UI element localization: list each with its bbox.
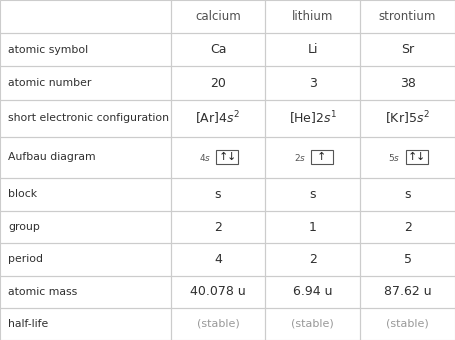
Text: ↑: ↑ bbox=[317, 152, 327, 162]
Text: atomic mass: atomic mass bbox=[8, 287, 77, 296]
Bar bbox=[0, 308, 171, 340]
Text: 3: 3 bbox=[309, 76, 317, 89]
Text: $\mathrm{5}\mathit{s}$: $\mathrm{5}\mathit{s}$ bbox=[389, 152, 401, 163]
Bar bbox=[0, 100, 171, 137]
Text: 87.62 u: 87.62 u bbox=[384, 285, 431, 298]
Text: calcium: calcium bbox=[195, 10, 241, 23]
Text: $\mathrm{4}\mathit{s}$: $\mathrm{4}\mathit{s}$ bbox=[199, 152, 211, 163]
Bar bbox=[171, 0, 265, 33]
Bar bbox=[360, 0, 455, 33]
Text: strontium: strontium bbox=[379, 10, 436, 23]
Bar bbox=[216, 150, 238, 164]
Text: ↑: ↑ bbox=[218, 152, 228, 162]
Text: (stable): (stable) bbox=[197, 319, 239, 329]
Text: 38: 38 bbox=[399, 76, 415, 89]
Text: $\mathrm{[He]2}\mathit{s}^{1}$: $\mathrm{[He]2}\mathit{s}^{1}$ bbox=[288, 109, 337, 127]
Bar bbox=[405, 150, 428, 164]
Text: s: s bbox=[404, 188, 411, 201]
Bar bbox=[360, 178, 455, 211]
Text: atomic number: atomic number bbox=[8, 78, 91, 88]
Bar bbox=[311, 150, 333, 164]
Bar bbox=[265, 137, 360, 178]
Bar bbox=[265, 33, 360, 66]
Text: s: s bbox=[215, 188, 221, 201]
Bar bbox=[360, 308, 455, 340]
Bar bbox=[171, 100, 265, 137]
Bar bbox=[0, 33, 171, 66]
Text: 2: 2 bbox=[404, 221, 411, 234]
Bar bbox=[360, 243, 455, 275]
Bar bbox=[0, 178, 171, 211]
Bar bbox=[0, 0, 171, 33]
Bar bbox=[360, 66, 455, 100]
Text: Aufbau diagram: Aufbau diagram bbox=[8, 152, 96, 162]
Text: (stable): (stable) bbox=[386, 319, 429, 329]
Bar bbox=[360, 100, 455, 137]
Text: short electronic configuration: short electronic configuration bbox=[8, 113, 169, 123]
Text: 1: 1 bbox=[309, 221, 317, 234]
Text: 2: 2 bbox=[214, 221, 222, 234]
Text: 5: 5 bbox=[404, 253, 412, 266]
Bar bbox=[360, 137, 455, 178]
Text: half-life: half-life bbox=[8, 319, 48, 329]
Bar bbox=[0, 243, 171, 275]
Text: 6.94 u: 6.94 u bbox=[293, 285, 333, 298]
Bar bbox=[171, 243, 265, 275]
Text: 4: 4 bbox=[214, 253, 222, 266]
Text: (stable): (stable) bbox=[292, 319, 334, 329]
Bar bbox=[360, 211, 455, 243]
Bar bbox=[171, 66, 265, 100]
Bar bbox=[265, 308, 360, 340]
Bar bbox=[265, 0, 360, 33]
Bar bbox=[0, 211, 171, 243]
Text: 2: 2 bbox=[309, 253, 317, 266]
Bar bbox=[171, 275, 265, 308]
Bar bbox=[360, 275, 455, 308]
Text: 20: 20 bbox=[210, 76, 226, 89]
Text: $\mathrm{[Kr]5}\mathit{s}^{2}$: $\mathrm{[Kr]5}\mathit{s}^{2}$ bbox=[385, 109, 430, 127]
Text: 40.078 u: 40.078 u bbox=[190, 285, 246, 298]
Text: period: period bbox=[8, 254, 43, 265]
Text: s: s bbox=[309, 188, 316, 201]
Text: $\mathrm{[Ar]4}\mathit{s}^{2}$: $\mathrm{[Ar]4}\mathit{s}^{2}$ bbox=[196, 109, 241, 127]
Text: Sr: Sr bbox=[401, 43, 414, 56]
Bar bbox=[0, 137, 171, 178]
Bar bbox=[360, 33, 455, 66]
Bar bbox=[171, 178, 265, 211]
Bar bbox=[171, 211, 265, 243]
Text: block: block bbox=[8, 189, 37, 200]
Bar bbox=[265, 178, 360, 211]
Bar bbox=[265, 243, 360, 275]
Text: $\mathrm{2}\mathit{s}$: $\mathrm{2}\mathit{s}$ bbox=[293, 152, 306, 163]
Bar bbox=[171, 308, 265, 340]
Bar bbox=[265, 275, 360, 308]
Bar bbox=[265, 66, 360, 100]
Bar bbox=[0, 66, 171, 100]
Bar bbox=[171, 33, 265, 66]
Text: Li: Li bbox=[308, 43, 318, 56]
Bar bbox=[0, 275, 171, 308]
Text: ↑: ↑ bbox=[408, 152, 417, 162]
Text: ↓: ↓ bbox=[416, 152, 425, 162]
Text: atomic symbol: atomic symbol bbox=[8, 45, 88, 55]
Text: ↓: ↓ bbox=[226, 152, 236, 162]
Bar bbox=[265, 211, 360, 243]
Text: group: group bbox=[8, 222, 40, 232]
Bar bbox=[171, 137, 265, 178]
Bar bbox=[265, 100, 360, 137]
Text: Ca: Ca bbox=[210, 43, 226, 56]
Text: lithium: lithium bbox=[292, 10, 334, 23]
